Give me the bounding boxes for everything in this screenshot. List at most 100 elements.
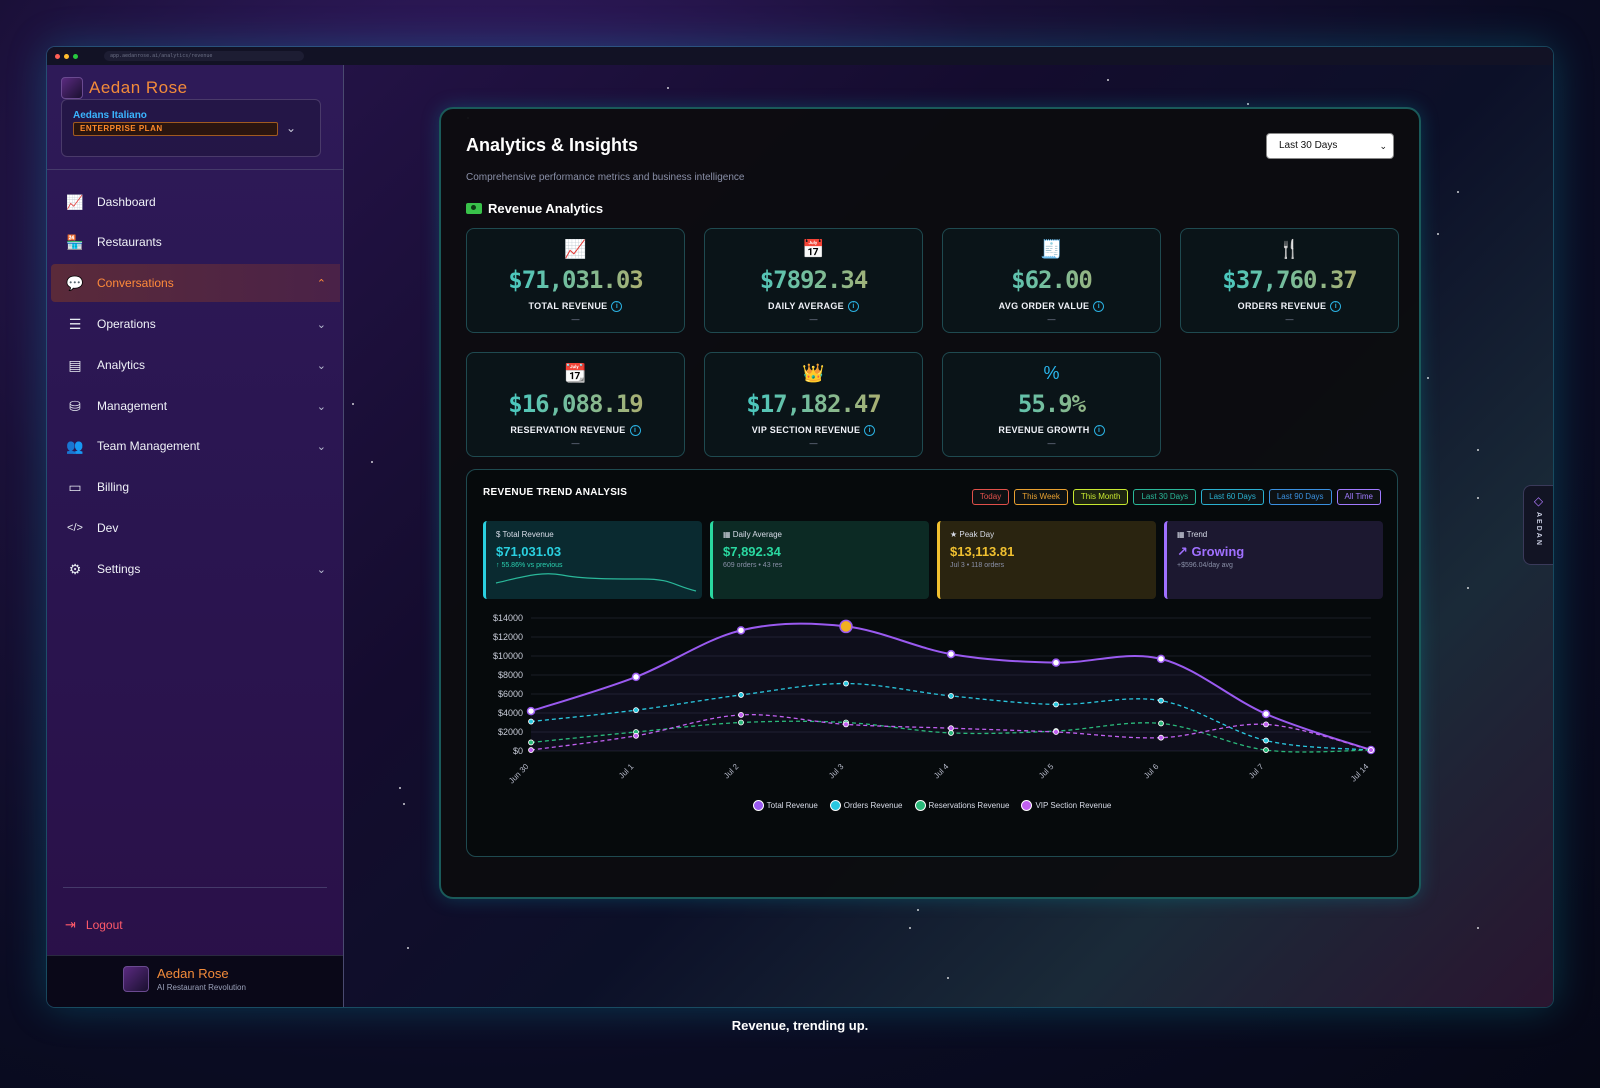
period-last-60-days-button[interactable]: Last 60 Days (1201, 489, 1264, 505)
sidebar-item-restaurants[interactable]: 🏪 Restaurants (51, 223, 340, 261)
kpi-sub: — (1047, 439, 1056, 448)
summary-card-2: ★ Peak Day $13,113.81 Jul 3 • 118 orders (937, 521, 1156, 599)
info-icon[interactable]: i (1093, 425, 1105, 437)
chevron-down-icon[interactable]: ⌄ (285, 121, 296, 135)
legend-item[interactable]: Total Revenue (752, 800, 818, 811)
aedan-side-tab[interactable]: ◇ AEDAN (1523, 485, 1553, 565)
percent-icon: % (1043, 363, 1060, 383)
kpi-value: $16,088.19 (467, 390, 684, 418)
sidebar-footer: Aedan Rose AI Restaurant Revolution (47, 955, 343, 1007)
star (1477, 927, 1479, 929)
divider (63, 887, 327, 888)
data-point (631, 672, 641, 682)
url-bar[interactable]: app.aedanrose.ai/analytics/revenue (104, 51, 304, 61)
data-point (738, 712, 744, 718)
chevron-down-icon: ⌄ (316, 359, 326, 372)
total-revenue-area (531, 623, 1371, 751)
sidebar-item-operations[interactable]: ☰ Operations ⌄ (51, 305, 340, 343)
browser-titlebar: app.aedanrose.ai/analytics/revenue (47, 47, 1553, 65)
date-range-select[interactable]: Last 30 Days ⌄ (1266, 133, 1394, 159)
y-tick-label: $6000 (498, 689, 523, 699)
x-tick-label: Jun 30 (507, 762, 531, 786)
y-tick-label: $8000 (498, 670, 523, 680)
kpi-value: $17,182.47 (705, 390, 922, 418)
sidebar-item-billing[interactable]: ▭ Billing (51, 468, 340, 506)
chat-bubbles-icon: 💬 (66, 274, 84, 291)
summary-card-0: $ Total Revenue $71,031.03 ↑ 55.86% vs pre… (483, 521, 702, 599)
sidebar-item-dev[interactable]: </> Dev (51, 509, 340, 547)
code-icon: </> (67, 522, 83, 534)
star (1477, 449, 1479, 451)
kpi-sub: — (1285, 315, 1294, 324)
receipt-icon: 🧾 (1040, 239, 1063, 259)
data-point (633, 732, 639, 739)
summary-sub: Jul 3 • 118 orders (950, 562, 1005, 569)
calendar-icon: 📅 (802, 239, 825, 259)
star (371, 461, 373, 463)
kpi-label: TOTAL REVENUE i (467, 301, 684, 313)
star (399, 787, 401, 789)
sidebar: Aedan Rose Aedans Italiano ENTERPRISE PL… (47, 65, 344, 1007)
sidebar-item-management[interactable]: ⛁ Management ⌄ (51, 387, 340, 425)
sidebar-item-conversations[interactable]: 💬 Conversations ⌃ (51, 264, 340, 302)
x-tick-label: Jul 4 (932, 762, 951, 781)
diamond-icon: ◇ (1533, 494, 1544, 508)
period-last-30-days-button[interactable]: Last 30 Days (1133, 489, 1197, 505)
logout-icon: ⇥ (65, 917, 76, 932)
data-point (738, 719, 744, 726)
chevron-down-icon: ⌄ (1379, 141, 1387, 151)
kpi-label: ORDERS REVENUE i (1181, 301, 1398, 313)
footer-logo-icon (123, 966, 149, 992)
period-this-month-button[interactable]: This Month (1072, 489, 1129, 505)
org-switcher[interactable]: Aedans Italiano ENTERPRISE PLAN ⌄ (61, 99, 321, 157)
summary-value: ↗ Growing (1177, 544, 1245, 559)
summary-sub: 609 orders • 43 res (723, 562, 783, 569)
info-icon[interactable]: i (847, 301, 859, 313)
info-icon[interactable]: i (1330, 301, 1342, 313)
info-icon[interactable]: i (864, 425, 876, 437)
brand[interactable]: Aedan Rose (61, 77, 188, 99)
info-icon[interactable]: i (1093, 301, 1105, 313)
kpi-label: AVG ORDER VALUE i (943, 301, 1160, 313)
revenue-trend-card: REVENUE TREND ANALYSIS Today This Week Thi… (466, 469, 1398, 857)
legend-item[interactable]: Orders Revenue (829, 800, 903, 811)
legend-item[interactable]: Reservations Revenue (914, 800, 1009, 811)
trend-title: REVENUE TREND ANALYSIS (483, 487, 628, 498)
legend-item[interactable]: VIP Section Revenue (1021, 800, 1111, 811)
kpi-card-revenue-growth: % 55.9% REVENUE GROWTH i — (942, 352, 1161, 457)
maximize-dot[interactable] (73, 53, 78, 59)
logout-button[interactable]: ⇥ Logout (65, 917, 123, 933)
kpi-label-text: VIP SECTION REVENUE (751, 425, 861, 435)
sidebar-item-analytics[interactable]: ▤ Analytics ⌄ (51, 346, 340, 384)
close-dot[interactable] (55, 53, 60, 59)
x-tick-label: Jul 1 (617, 762, 636, 781)
kpi-sub: — (1047, 315, 1056, 324)
sidebar-item-dashboard[interactable]: 📈 Dashboard (51, 183, 340, 221)
chevron-down-icon: ⌄ (316, 563, 326, 576)
star (917, 909, 919, 911)
kpi-sub: — (809, 439, 818, 448)
summary-sub: ↑ 55.86% vs previous (496, 562, 563, 569)
kpi-label: DAILY AVERAGE i (705, 301, 922, 313)
period-this-week-button[interactable]: This Week (1014, 489, 1068, 505)
kpi-value: $71,031.03 (467, 266, 684, 294)
caption: Revenue, trending up. (731, 1018, 869, 1033)
database-icon: ⛁ (69, 397, 81, 414)
brand-logo-icon (61, 77, 83, 99)
period-today-button[interactable]: Today (971, 489, 1010, 505)
chevron-down-icon: ⌄ (316, 400, 326, 413)
summary-label: $ Total Revenue (496, 530, 554, 539)
info-icon[interactable]: i (611, 301, 623, 313)
info-icon[interactable]: i (629, 425, 641, 437)
legend-swatch (752, 800, 764, 811)
legend-swatch (1021, 800, 1033, 811)
sidebar-item-settings[interactable]: ⚙ Settings ⌄ (51, 550, 340, 588)
side-tab-label: AEDAN (1535, 512, 1542, 547)
period-all-time-button[interactable]: All Time (1336, 489, 1381, 505)
sidebar-item-team-management[interactable]: 👥 Team Management ⌄ (51, 427, 340, 465)
data-point (1263, 737, 1269, 744)
minimize-dot[interactable] (64, 53, 69, 59)
period-last-90-days-button[interactable]: Last 90 Days (1268, 489, 1332, 505)
kpi-label-text: TOTAL REVENUE (528, 301, 608, 311)
credit-card-icon: ▭ (68, 478, 82, 495)
